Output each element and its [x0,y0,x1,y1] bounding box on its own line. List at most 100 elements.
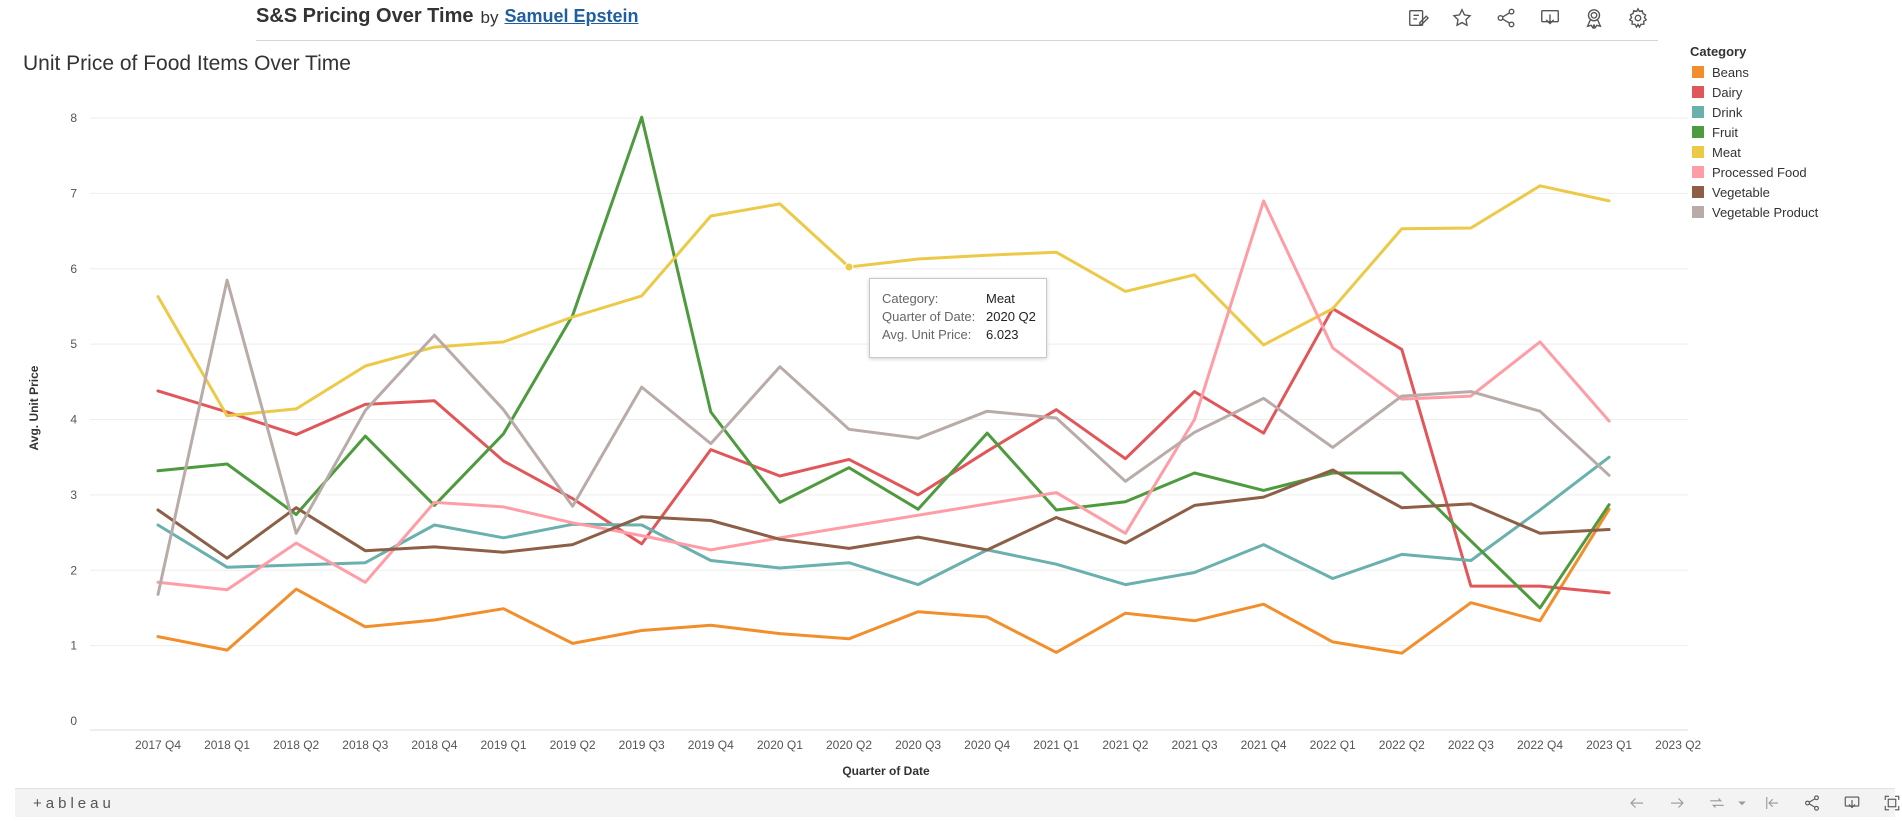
x-tick-label: 2021 Q4 [1241,738,1287,752]
x-tick-label: 2021 Q3 [1171,738,1217,752]
legend-swatch [1692,106,1704,118]
y-tick-label: 7 [70,186,77,200]
x-tick-label: 2019 Q2 [550,738,596,752]
y-tick-label: 2 [70,563,77,577]
y-tick-label: 4 [70,413,77,427]
workbook-title: S&S Pricing Over Time [256,5,474,27]
gridlines [90,117,1688,647]
tooltip-price-row: Avg. Unit Price: 6.023 [882,327,1019,342]
author-by-text: by [480,8,499,27]
x-tick-label: 2020 Q3 [895,738,941,752]
legend-swatch [1692,146,1704,158]
legend-item-vegetable[interactable]: Vegetable [1690,182,1890,202]
x-tick-label: 2019 Q1 [480,738,526,752]
tooltip-quarter-key: Quarter of Date: [882,309,976,324]
legend-swatch [1692,186,1704,198]
author-link[interactable]: Samuel Epstein [504,6,639,26]
x-tick-label: 2018 Q3 [342,738,388,752]
x-tick-label: 2017 Q4 [135,738,181,752]
x-tick-label: 2019 Q4 [688,738,734,752]
legend-label: Vegetable Product [1712,204,1819,220]
fullscreen-icon[interactable] [1880,793,1902,813]
legend-item-dairy[interactable]: Dairy [1690,82,1890,102]
legend-item-beans[interactable]: Beans [1690,62,1890,82]
x-tick-label: 2018 Q2 [273,738,319,752]
x-tick-label: 2020 Q1 [757,738,803,752]
gear-icon[interactable] [1624,4,1652,32]
x-tick-label: 2022 Q1 [1310,738,1356,752]
legend-swatch [1692,206,1704,218]
y-tick-label: 3 [70,488,77,502]
axes: 0 1 2 3 4 5 6 7 8 2017 Q4 2018 Q1 2018 Q2 2018 Q3 201… [70,111,1701,752]
legend: Category Beans Dairy Drink Fruit Meat Process… [1690,44,1890,222]
x-tick-label: 2022 Q4 [1517,738,1563,752]
share-icon[interactable] [1800,793,1824,813]
x-axis-label: Quarter of Date [842,764,930,778]
y-tick-label: 8 [70,111,77,125]
y-tick-label: 6 [70,262,77,276]
revert-icon[interactable] [1705,793,1729,813]
legend-item-meat[interactable]: Meat [1690,142,1890,162]
workbook-header: S&S Pricing Over Time by Samuel Epstein [256,0,1658,41]
legend-swatch [1692,166,1704,178]
legend-item-processed-food[interactable]: Processed Food [1690,162,1890,182]
highlight-marks [844,262,854,272]
chevron-down-icon[interactable] [1730,793,1754,813]
tooltip-quarter-row: Quarter of Date: 2020 Q2 [882,309,1036,324]
undo-icon[interactable] [1625,793,1649,813]
series-line-processed-food[interactable] [156,199,1611,592]
series-line-meat[interactable] [156,184,1611,418]
tooltip-price-value: 6.023 [986,327,1019,342]
legend-items: Beans Dairy Drink Fruit Meat Processed Food Ve… [1690,62,1890,222]
y-tick-label: 0 [70,714,77,728]
tooltip-quarter-value: 2020 Q2 [986,309,1036,324]
star-icon[interactable] [1448,4,1476,32]
x-tick-label: 2022 Q3 [1448,738,1494,752]
tooltip-category-key: Category: [882,291,939,306]
award-icon[interactable] [1580,4,1608,32]
legend-label: Vegetable [1712,184,1770,200]
legend-item-fruit[interactable]: Fruit [1690,122,1890,142]
share-icon[interactable] [1492,4,1520,32]
chart-title: Unit Price of Food Items Over Time [23,52,351,75]
y-axis-label: Avg. Unit Price [27,365,41,450]
tooltip: Category: Meat Quarter of Date: 2020 Q2 Av… [869,278,1047,358]
edit-icon[interactable] [1404,4,1432,32]
x-tick-label: 2018 Q1 [204,738,250,752]
tooltip-category-row: Category: Meat [882,291,1015,306]
tableau-logo[interactable]: +ableau [33,795,115,812]
legend-swatch [1692,86,1704,98]
x-tick-label: 2021 Q2 [1102,738,1148,752]
legend-title: Category [1690,44,1747,59]
series-line-dairy[interactable] [156,307,1611,595]
redo-icon[interactable] [1665,793,1689,813]
legend-label: Meat [1712,144,1741,160]
download-icon[interactable] [1840,793,1864,813]
series-line-fruit[interactable] [156,115,1611,610]
y-tick-label: 1 [70,639,77,653]
x-tick-label: 2022 Q2 [1379,738,1425,752]
y-tick-label: 5 [70,337,77,351]
legend-item-drink[interactable]: Drink [1690,102,1890,122]
series-line-beans[interactable] [156,507,1611,655]
tooltip-price-key: Avg. Unit Price: [882,327,972,342]
legend-item-vegetable-product[interactable]: Vegetable Product [1690,202,1890,222]
x-tick-label: 2019 Q3 [619,738,665,752]
x-tick-label: 2020 Q2 [826,738,872,752]
reset-icon[interactable] [1760,793,1784,813]
x-tick-label: 2021 Q1 [1033,738,1079,752]
highlight-point [844,262,854,272]
legend-label: Beans [1712,64,1749,80]
series-line-vegetable-product[interactable] [156,278,1611,596]
x-tick-label: 2023 Q2 [1655,738,1701,752]
legend-swatch [1692,66,1704,78]
legend-label: Processed Food [1712,164,1807,180]
series-line-vegetable[interactable] [156,468,1611,560]
x-tick-label: 2023 Q1 [1586,738,1632,752]
legend-label: Dairy [1712,84,1743,100]
legend-label: Fruit [1712,124,1738,140]
tableau-footer: +ableau [15,788,1900,817]
download-icon[interactable] [1536,4,1564,32]
series-lines[interactable] [156,115,1611,655]
